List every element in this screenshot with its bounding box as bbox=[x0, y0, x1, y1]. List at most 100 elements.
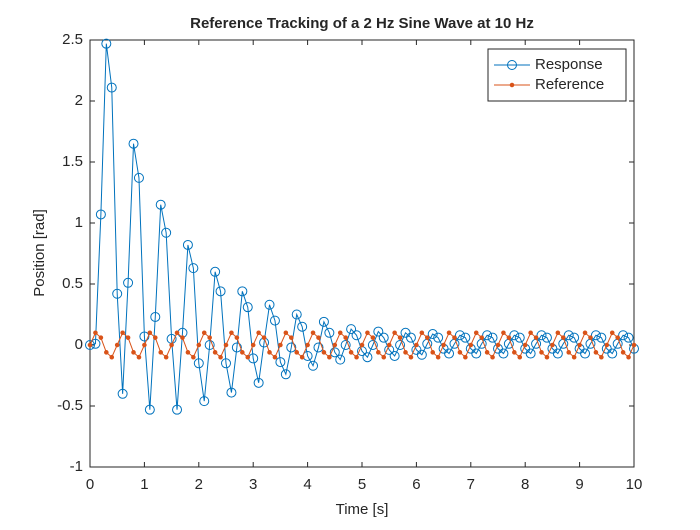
data-point bbox=[626, 354, 631, 360]
data-point bbox=[204, 340, 215, 350]
data-point bbox=[128, 138, 139, 149]
legend-box bbox=[487, 48, 627, 102]
data-point bbox=[522, 342, 528, 348]
legend-label: Reference bbox=[535, 76, 604, 93]
legend: Response Reference bbox=[487, 48, 627, 102]
data-point bbox=[362, 352, 373, 363]
data-point bbox=[452, 335, 457, 340]
data-point bbox=[327, 354, 332, 360]
data-point bbox=[343, 335, 348, 340]
data-point bbox=[555, 330, 561, 336]
data-point bbox=[221, 358, 231, 369]
data-point bbox=[139, 331, 150, 342]
data-point bbox=[250, 342, 256, 348]
data-point bbox=[185, 350, 191, 355]
data-point bbox=[231, 342, 242, 353]
data-point bbox=[131, 350, 136, 355]
y-tick-label: -1 bbox=[70, 458, 83, 475]
data-point bbox=[158, 350, 164, 355]
data-point bbox=[588, 335, 593, 340]
data-point bbox=[525, 348, 536, 359]
data-point bbox=[370, 335, 376, 340]
data-point bbox=[234, 335, 240, 340]
data-point bbox=[163, 354, 169, 360]
data-point bbox=[294, 350, 300, 355]
data-point bbox=[123, 277, 134, 288]
data-point bbox=[218, 354, 223, 360]
data-point bbox=[196, 342, 202, 348]
data-point bbox=[498, 348, 509, 359]
data-point bbox=[182, 239, 193, 250]
data-point bbox=[85, 340, 95, 350]
data-point bbox=[335, 354, 346, 365]
data-point bbox=[582, 330, 588, 336]
data-point bbox=[112, 288, 123, 299]
data-point bbox=[419, 330, 425, 336]
data-point bbox=[329, 347, 340, 358]
data-point bbox=[308, 360, 319, 371]
data-point bbox=[161, 227, 172, 238]
data-point bbox=[457, 350, 463, 355]
data-point bbox=[414, 342, 419, 348]
x-tick-label: 3 bbox=[249, 476, 257, 493]
data-point bbox=[253, 377, 264, 388]
data-point bbox=[571, 354, 577, 360]
data-point bbox=[242, 302, 253, 313]
data-point bbox=[596, 332, 607, 343]
data-point bbox=[408, 354, 414, 360]
data-point bbox=[237, 286, 248, 297]
data-point bbox=[136, 354, 142, 360]
data-point bbox=[566, 350, 572, 355]
data-point bbox=[615, 335, 620, 340]
data-point bbox=[117, 388, 128, 399]
x-tick-label: 8 bbox=[521, 476, 529, 493]
data-point bbox=[517, 354, 523, 360]
data-point bbox=[604, 342, 610, 348]
data-point bbox=[373, 326, 384, 337]
data-point bbox=[495, 342, 501, 348]
data-point bbox=[324, 327, 335, 338]
data-point bbox=[229, 330, 234, 336]
data-point bbox=[623, 332, 634, 343]
data-point bbox=[297, 321, 308, 332]
data-point bbox=[226, 387, 237, 398]
data-point bbox=[560, 335, 566, 340]
x-tick-label: 2 bbox=[195, 476, 203, 493]
data-point bbox=[430, 350, 436, 355]
data-point bbox=[620, 350, 626, 355]
data-point bbox=[152, 335, 158, 340]
data-point bbox=[563, 330, 574, 341]
data-point bbox=[98, 335, 104, 340]
data-point bbox=[403, 350, 408, 355]
data-point bbox=[147, 330, 153, 336]
x-tick-label: 6 bbox=[412, 476, 420, 493]
data-point bbox=[199, 396, 210, 407]
data-point bbox=[245, 354, 251, 360]
data-point bbox=[378, 332, 389, 343]
data-point bbox=[424, 335, 430, 340]
data-point bbox=[569, 332, 580, 343]
data-point bbox=[354, 354, 359, 360]
x-tick-label: 0 bbox=[86, 476, 94, 493]
data-point bbox=[484, 350, 490, 355]
data-point bbox=[359, 342, 365, 348]
data-point bbox=[346, 324, 357, 335]
data-point bbox=[536, 330, 547, 341]
data-point bbox=[367, 340, 378, 350]
data-point bbox=[395, 340, 406, 350]
data-point bbox=[256, 330, 261, 336]
data-point bbox=[471, 348, 482, 359]
data-point bbox=[381, 354, 387, 360]
chart-title: Reference Tracking of a 2 Hz Sine Wave a… bbox=[190, 15, 534, 32]
data-point bbox=[332, 342, 338, 348]
data-point bbox=[278, 342, 283, 348]
data-point bbox=[193, 358, 204, 369]
data-point bbox=[444, 348, 455, 359]
data-point bbox=[482, 330, 493, 341]
data-point bbox=[172, 404, 183, 415]
data-point bbox=[201, 330, 207, 336]
data-point bbox=[487, 332, 498, 343]
data-point bbox=[539, 350, 544, 355]
data-point bbox=[155, 199, 166, 210]
data-point bbox=[416, 349, 427, 360]
